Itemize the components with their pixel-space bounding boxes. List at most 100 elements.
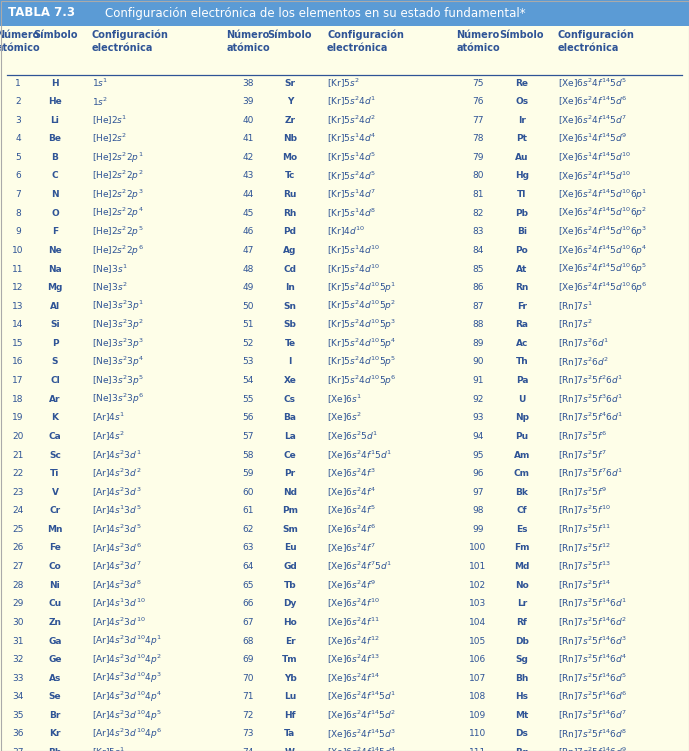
Text: [Rn]7$s^2$5$f^7$: [Rn]7$s^2$5$f^7$ xyxy=(558,448,607,462)
Text: [Xe]6$s^2$4$f^{14}$5$d^{10}$6$p^2$: [Xe]6$s^2$4$f^{14}$5$d^{10}$6$p^2$ xyxy=(558,206,647,220)
Text: 89: 89 xyxy=(472,339,484,348)
Text: 55: 55 xyxy=(243,395,254,404)
Text: [Xe]6$s^2$: [Xe]6$s^2$ xyxy=(327,412,362,424)
Text: Pd: Pd xyxy=(283,228,296,237)
Text: 98: 98 xyxy=(472,506,484,515)
Text: 111: 111 xyxy=(469,748,486,751)
Text: 32: 32 xyxy=(12,655,23,664)
Text: Gd: Gd xyxy=(283,562,297,571)
Text: Cd: Cd xyxy=(283,264,296,273)
Text: 35: 35 xyxy=(12,711,23,720)
Text: Ni: Ni xyxy=(50,581,61,590)
Text: Número: Número xyxy=(456,30,500,40)
Text: Cm: Cm xyxy=(514,469,530,478)
Text: [Xe]6$s^2$4$f^5$: [Xe]6$s^2$4$f^5$ xyxy=(327,504,376,517)
Text: Na: Na xyxy=(48,264,62,273)
Text: [Ar]4$s^2$3$d^{10}$4$p^3$: [Ar]4$s^2$3$d^{10}$4$p^3$ xyxy=(92,671,162,686)
Text: Te: Te xyxy=(285,339,296,348)
Text: [Ar]4$s^2$3$d^1$: [Ar]4$s^2$3$d^1$ xyxy=(92,448,141,462)
Text: [Rn]7$s^2$5$f^9$: [Rn]7$s^2$5$f^9$ xyxy=(558,486,607,499)
Text: [Rn]7$s^2$5$f^7$6$d^1$: [Rn]7$s^2$5$f^7$6$d^1$ xyxy=(558,467,624,480)
Text: K: K xyxy=(52,413,59,422)
Text: Bi: Bi xyxy=(517,228,527,237)
Text: 45: 45 xyxy=(243,209,254,218)
Text: [Ar]4$s^2$3$d^{10}$4$p^5$: [Ar]4$s^2$3$d^{10}$4$p^5$ xyxy=(92,708,162,722)
Text: H: H xyxy=(51,79,59,88)
Text: Ce: Ce xyxy=(284,451,296,460)
Text: 47: 47 xyxy=(243,246,254,255)
Text: 91: 91 xyxy=(472,376,484,385)
Text: [He]2$s^2$2$p^6$: [He]2$s^2$2$p^6$ xyxy=(92,243,144,258)
Text: [Rn]7$s^2$5$f^{14}$6$d^9$: [Rn]7$s^2$5$f^{14}$6$d^9$ xyxy=(558,746,628,751)
Text: 71: 71 xyxy=(243,692,254,701)
Text: [Ne]3$s^2$3$p^5$: [Ne]3$s^2$3$p^5$ xyxy=(92,373,144,388)
Text: 23: 23 xyxy=(12,487,23,496)
Text: [Xe]6$s^2$4$f^{12}$: [Xe]6$s^2$4$f^{12}$ xyxy=(327,635,380,647)
Text: Kr: Kr xyxy=(49,729,61,738)
Text: [Xe]6$s^2$4$f^7$5$d^1$: [Xe]6$s^2$4$f^7$5$d^1$ xyxy=(327,560,392,573)
Text: 10: 10 xyxy=(12,246,23,255)
Text: [Rn]7$s^2$5$f^{14}$6$d^2$: [Rn]7$s^2$5$f^{14}$6$d^2$ xyxy=(558,616,627,629)
Text: Ir: Ir xyxy=(518,116,526,125)
Text: 95: 95 xyxy=(472,451,484,460)
Text: [Rn]7$s^2$6$d^1$: [Rn]7$s^2$6$d^1$ xyxy=(558,337,610,350)
Text: Se: Se xyxy=(49,692,61,701)
Text: [Kr]4$d^{10}$: [Kr]4$d^{10}$ xyxy=(327,225,365,238)
Text: [He]2$s^1$: [He]2$s^1$ xyxy=(92,113,127,127)
Text: 11: 11 xyxy=(12,264,23,273)
Text: [Ne]3$s^2$3$p^4$: [Ne]3$s^2$3$p^4$ xyxy=(92,354,144,369)
Text: Bk: Bk xyxy=(515,487,528,496)
Text: 101: 101 xyxy=(469,562,486,571)
Text: [He]2$s^2$2$p^4$: [He]2$s^2$2$p^4$ xyxy=(92,206,143,220)
Text: 85: 85 xyxy=(472,264,484,273)
Text: Tm: Tm xyxy=(282,655,298,664)
Text: 1$s^2$: 1$s^2$ xyxy=(92,95,108,108)
Text: Pb: Pb xyxy=(515,209,528,218)
Text: [He]2$s^2$2$p^2$: [He]2$s^2$2$p^2$ xyxy=(92,169,143,183)
Text: Sr: Sr xyxy=(285,79,296,88)
Text: Pu: Pu xyxy=(515,432,528,441)
Text: Fr: Fr xyxy=(517,302,527,311)
Text: electrónica: electrónica xyxy=(92,43,154,53)
Text: [Ne]3$s^2$: [Ne]3$s^2$ xyxy=(92,281,127,294)
Text: [Kr]5$s^1$4$d^4$: [Kr]5$s^1$4$d^4$ xyxy=(327,132,376,146)
Text: 51: 51 xyxy=(243,320,254,329)
Text: [Rn]7$s^2$5$f^6$: [Rn]7$s^2$5$f^6$ xyxy=(558,430,607,443)
Text: Pt: Pt xyxy=(517,134,528,143)
Text: W: W xyxy=(285,748,295,751)
Text: [Xe]6$s^2$4$f^3$: [Xe]6$s^2$4$f^3$ xyxy=(327,467,376,480)
Text: 14: 14 xyxy=(12,320,23,329)
Text: 27: 27 xyxy=(12,562,23,571)
Text: Ba: Ba xyxy=(283,413,296,422)
Text: 62: 62 xyxy=(243,525,254,534)
Text: 61: 61 xyxy=(243,506,254,515)
Text: [Xe]6$s^2$4$f^{14}$5$d^{10}$6$p^4$: [Xe]6$s^2$4$f^{14}$5$d^{10}$6$p^4$ xyxy=(558,243,648,258)
Text: [Ar]4$s^2$3$d^{10}$4$p^6$: [Ar]4$s^2$3$d^{10}$4$p^6$ xyxy=(92,727,162,741)
Text: Rn: Rn xyxy=(515,283,528,292)
Text: Ga: Ga xyxy=(48,637,62,646)
Text: [Rn]7$s^2$5$f^{14}$6$d^5$: [Rn]7$s^2$5$f^{14}$6$d^5$ xyxy=(558,671,627,685)
Text: 60: 60 xyxy=(243,487,254,496)
Text: [Ar]4$s^1$3$d^5$: [Ar]4$s^1$3$d^5$ xyxy=(92,504,141,517)
Text: [Kr]5$s^2$4$d^{10}$5$p^1$: [Kr]5$s^2$4$d^{10}$5$p^1$ xyxy=(327,280,396,295)
Text: F: F xyxy=(52,228,58,237)
Text: [Ar]4$s^2$3$d^3$: [Ar]4$s^2$3$d^3$ xyxy=(92,486,141,499)
Text: [Ar]4$s^2$3$d^6$: [Ar]4$s^2$3$d^6$ xyxy=(92,541,142,554)
Text: [Xe]6$s^2$4$f^{14}$5$d^5$: [Xe]6$s^2$4$f^{14}$5$d^5$ xyxy=(558,77,627,89)
Text: Ar: Ar xyxy=(49,395,61,404)
Text: La: La xyxy=(284,432,296,441)
Text: 57: 57 xyxy=(243,432,254,441)
Text: [Rn]7$s^2$5$f^{13}$: [Rn]7$s^2$5$f^{13}$ xyxy=(558,560,611,573)
Text: [Xe]6$s^2$5$d^1$: [Xe]6$s^2$5$d^1$ xyxy=(327,430,378,443)
Text: Li: Li xyxy=(50,116,59,125)
Text: 103: 103 xyxy=(469,599,486,608)
Text: 5: 5 xyxy=(15,153,21,162)
Text: Símbolo: Símbolo xyxy=(33,30,77,40)
Text: Tb: Tb xyxy=(284,581,296,590)
Text: [Xe]6$s^2$4$f^{14}$5$d^4$: [Xe]6$s^2$4$f^{14}$5$d^4$ xyxy=(327,746,396,751)
Text: 1: 1 xyxy=(15,79,21,88)
Text: Re: Re xyxy=(515,79,528,88)
Text: Cr: Cr xyxy=(50,506,61,515)
Text: 1$s^1$: 1$s^1$ xyxy=(92,77,108,89)
Text: Bh: Bh xyxy=(515,674,528,683)
